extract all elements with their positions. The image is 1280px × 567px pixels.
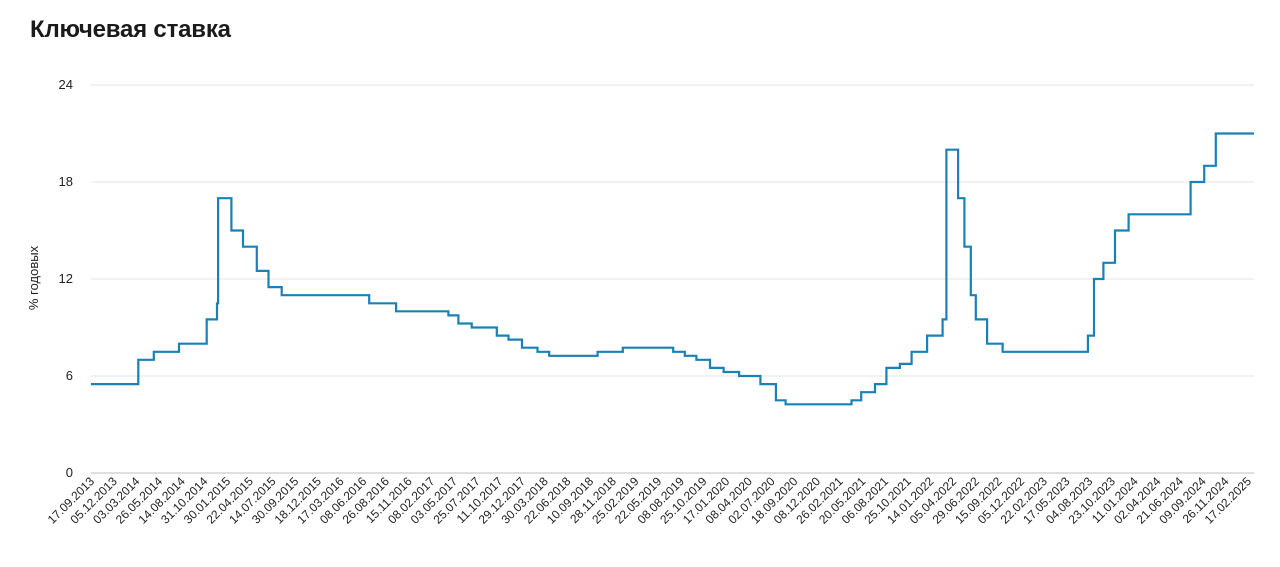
grid-lines bbox=[91, 84, 1254, 474]
y-tick-label: 12 bbox=[59, 271, 73, 286]
series-layer bbox=[91, 132, 1254, 406]
y-tick-label: 0 bbox=[66, 465, 73, 480]
y-axis-ticks: 0 6 12 18 24 bbox=[59, 77, 73, 480]
chart-title: Ключевая ставка bbox=[30, 16, 231, 43]
y-tick-label: 18 bbox=[59, 174, 73, 189]
y-tick-label: 6 bbox=[66, 368, 73, 383]
x-axis-ticks: 17.09.201305.12.201303.03.201426.05.2014… bbox=[45, 474, 1255, 527]
key-rate-series-line bbox=[91, 132, 1254, 406]
y-tick-label: 24 bbox=[59, 77, 73, 92]
y-axis-label: % годовых bbox=[26, 245, 41, 310]
